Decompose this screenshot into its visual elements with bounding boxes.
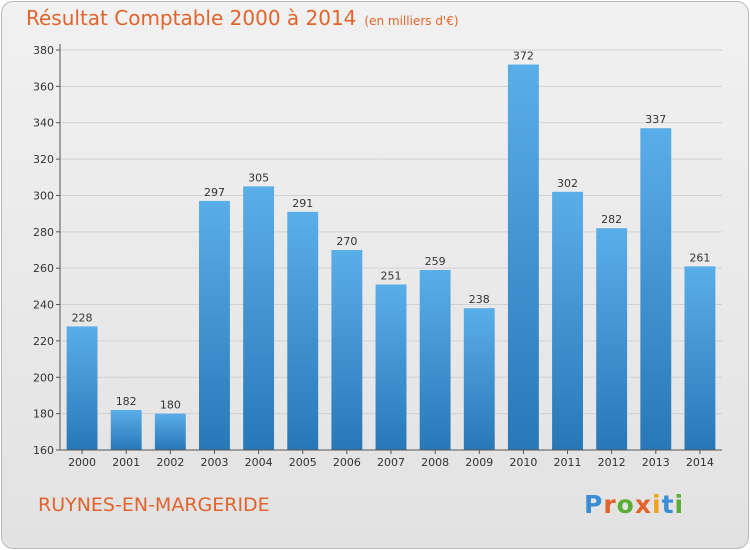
x-tick-label: 2014 [686,456,714,469]
data-label: 180 [160,399,181,412]
x-tick-label: 2012 [598,456,626,469]
logo-letter: r [603,490,617,519]
bar [419,270,451,450]
y-tick-label: 200 [33,371,54,384]
bar [684,266,716,450]
x-tick-label: 2004 [245,456,273,469]
logo-letter: P [584,490,604,519]
logo-letter: o [616,490,635,519]
y-tick-label: 320 [33,153,54,166]
x-tick-label: 2007 [377,456,405,469]
x-tick-label: 2008 [421,456,449,469]
y-tick-label: 380 [33,44,54,57]
bar [463,308,495,450]
bar [110,410,142,450]
y-tick-label: 360 [33,80,54,93]
y-tick-label: 340 [33,117,54,130]
x-tick-label: 2002 [156,456,184,469]
data-label: 228 [72,311,93,324]
y-tick-label: 220 [33,335,54,348]
x-tick-label: 2013 [642,456,670,469]
bar [552,191,583,450]
data-label: 261 [689,251,710,264]
chart-title: Résultat Comptable 2000 à 2014 (en millie… [26,6,459,30]
data-label: 259 [425,255,446,268]
chart-title-text: Résultat Comptable 2000 à 2014 [26,6,357,30]
bar [287,211,319,450]
bar [375,284,407,450]
x-tick-label: 2005 [289,456,317,469]
logo-letter: x [634,490,652,519]
x-tick-label: 2000 [68,456,96,469]
x-tick-label: 2001 [112,456,140,469]
commune-name: RUYNES-EN-MARGERIDE [38,494,270,516]
y-tick-label: 280 [33,226,54,239]
data-label: 251 [381,270,402,283]
y-tick-label: 160 [33,444,54,457]
proxiti-logo[interactable]: Proxiti [584,490,684,519]
data-label: 302 [557,177,578,190]
data-label: 282 [601,213,622,226]
bar [331,250,363,450]
y-tick-label: 180 [33,408,54,421]
bar [199,200,230,450]
bar [507,64,539,450]
axis-layer: 160 180 200 220 240 260 280 300 320 340 360 380 2000… [33,44,722,469]
bar [243,186,275,450]
y-tick-label: 300 [33,189,54,202]
chart-subtitle: (en milliers d'€) [364,14,459,28]
bar-layer [66,64,716,450]
logo-letter: i [652,490,662,519]
bar [154,413,186,450]
bar [640,128,672,450]
x-tick-label: 2006 [333,456,361,469]
y-tick-label: 240 [33,299,54,312]
y-tick-label: 260 [33,262,54,275]
x-tick-label: 2003 [200,456,228,469]
bar [66,326,98,450]
x-tick-label: 2009 [465,456,493,469]
logo-letter: i [674,490,685,519]
data-label: 270 [336,235,357,248]
data-label: 291 [292,197,313,210]
data-label: 182 [116,395,137,408]
data-label: 337 [645,113,666,126]
data-label: 297 [204,186,225,199]
data-label: 238 [469,293,490,306]
data-label: 372 [513,50,534,63]
logo-letter: t [661,490,675,519]
x-tick-label: 2010 [509,456,537,469]
data-label: 305 [248,171,269,184]
label-layer: 228 182 180 297 305 291 270 251 259 238 372 302 282 3… [72,50,711,412]
bar [596,228,628,450]
x-tick-label: 2011 [554,456,582,469]
